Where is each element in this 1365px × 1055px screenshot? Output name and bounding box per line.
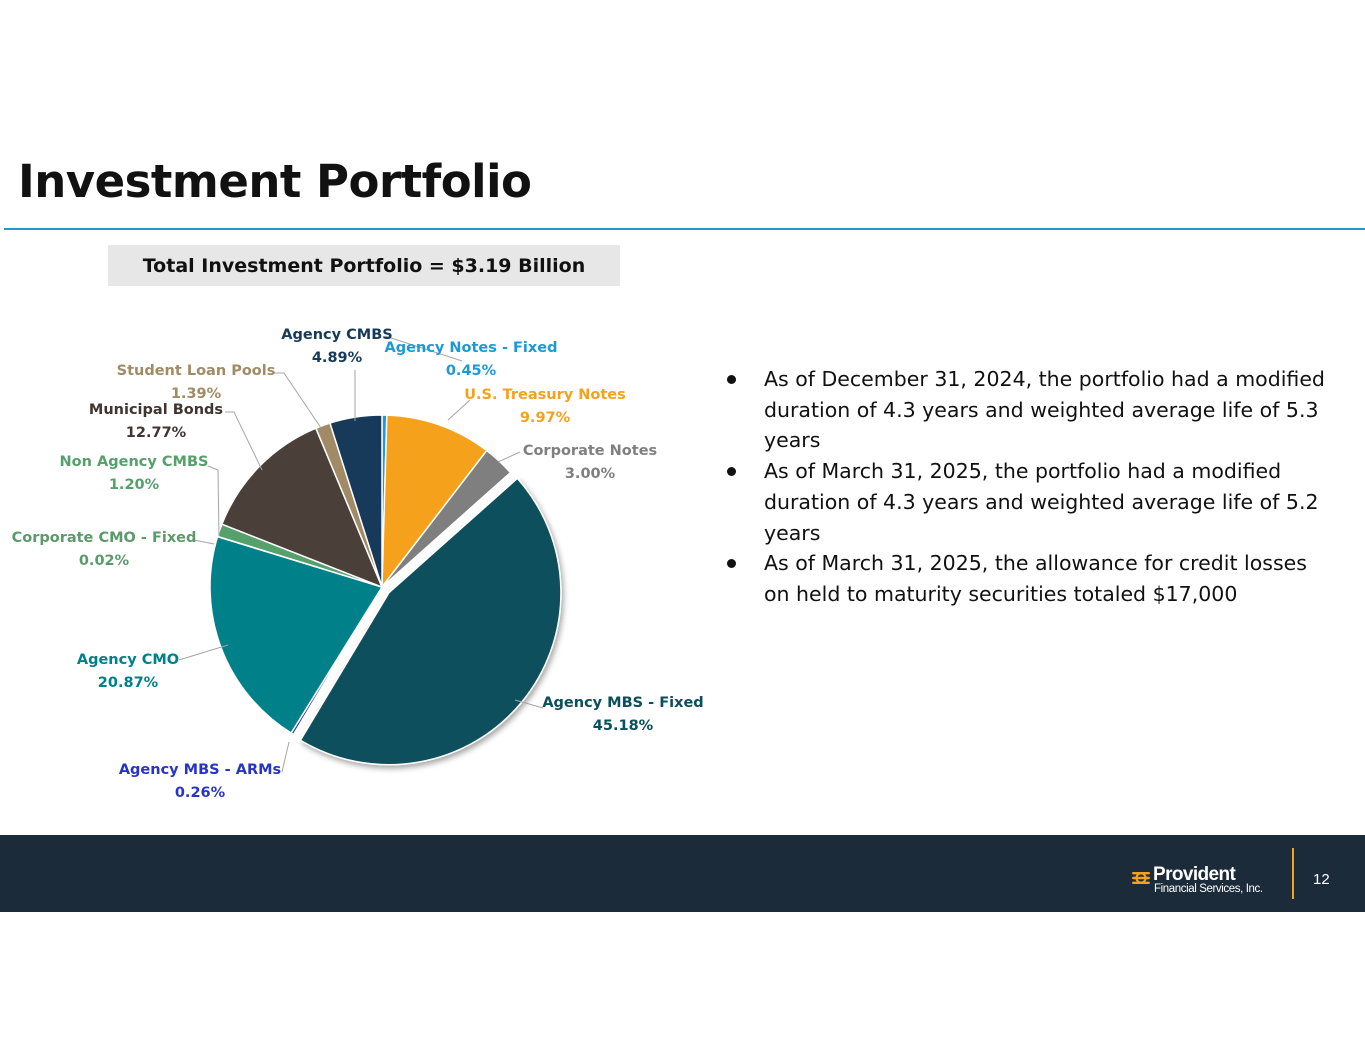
slice-label-corporate-notes: Corporate Notes [523,443,657,459]
slice-value-corporate-notes: 3.00% [565,466,616,482]
bullet-dot-icon [727,375,736,384]
slice-label-agency-mbs-arms: Agency MBS - ARMs [119,762,281,778]
logo-name: Provident [1153,864,1236,885]
slice-value-student-loan-pools: 1.39% [171,386,222,402]
slice-value-agency-notes-fixed: 0.45% [446,363,497,379]
slice-label-agency-cmbs: Agency CMBS [281,327,392,343]
pie-slice-municipal-bonds [220,427,384,589]
provident-logo: Provident Financial Services, Inc. [1130,864,1290,901]
pie-slice-u-s-treasury-notes [381,414,488,590]
page-title: Investment Portfolio [18,155,532,208]
page-number: 12 [1313,871,1330,888]
bullet-item: As of December 31, 2024, the portfolio h… [727,364,1337,456]
total-portfolio-label: Total Investment Portfolio = $3.19 Billi… [142,254,586,277]
leader-line-student-loan-pools [273,372,322,429]
slice-label-agency-notes-fixed: Agency Notes - Fixed [385,340,558,356]
slice-value-agency-mbs-fixed: 45.18% [593,718,654,734]
leader-line-agency-mbs-fixed [514,699,544,709]
logo-subtitle: Financial Services, Inc. [1154,883,1263,895]
bullet-text: As of March 31, 2025, the allowance for … [764,551,1307,606]
title-divider [4,228,1365,230]
pie-slice-agency-cmbs [329,414,383,588]
slice-value-u-s-treasury-notes: 9.97% [520,410,571,426]
slice-label-u-s-treasury-notes: U.S. Treasury Notes [464,387,625,403]
slice-value-non-agency-cmbs: 1.20% [109,477,160,493]
leader-line-u-s-treasury-notes [447,399,471,421]
slice-value-agency-cmbs: 4.89% [312,350,363,366]
bullet-dot-icon [727,559,736,569]
portfolio-pie-chart: Agency Notes - Fixed 0.45% U.S. Treasury N… [12,327,704,801]
slice-value-municipal-bonds: 12.77% [126,425,187,441]
bullet-item: As of March 31, 2025, the allowance for … [727,548,1337,609]
slice-label-student-loan-pools: Student Loan Pools [117,363,276,379]
leader-line-non-agency-cmbs [207,465,220,537]
bullet-dot-icon [727,467,736,477]
footer-bar: Provident Financial Services, Inc. 12 [0,835,1365,912]
total-portfolio-box: Total Investment Portfolio = $3.19 Billi… [108,245,620,286]
bullet-list: As of December 31, 2024, the portfolio h… [727,364,1337,610]
slice-value-agency-cmo: 20.87% [98,675,159,691]
leader-line-agency-cmo [178,644,229,661]
leader-line-corporate-cmo-fixed [193,539,215,545]
slice-value-corporate-cmo-fixed: 0.02% [79,553,130,569]
bullet-item: As of March 31, 2025, the portfolio had … [727,456,1337,548]
bullet-text: As of December 31, 2024, the portfolio h… [764,367,1325,453]
leader-line-agency-mbs-arms [281,741,290,773]
slice-label-agency-cmo: Agency CMO [77,652,179,668]
pie-slice-agency-mbs-fixed [299,477,562,766]
slice-value-agency-mbs-arms: 0.26% [175,785,226,801]
leader-line-municipal-bonds [225,411,263,471]
footer-divider [1292,848,1294,899]
slice-label-municipal-bonds: Municipal Bonds [89,402,223,418]
leader-line-corporate-notes [497,451,521,463]
bullet-text: As of March 31, 2025, the portfolio had … [764,459,1319,545]
leader-line-agency-notes-fixed [384,335,463,362]
provident-logo-icon [1132,872,1150,884]
slice-label-agency-mbs-fixed: Agency MBS - Fixed [542,695,703,711]
slice-label-non-agency-cmbs: Non Agency CMBS [60,454,209,470]
slice-label-corporate-cmo-fixed: Corporate CMO - Fixed [12,530,197,546]
